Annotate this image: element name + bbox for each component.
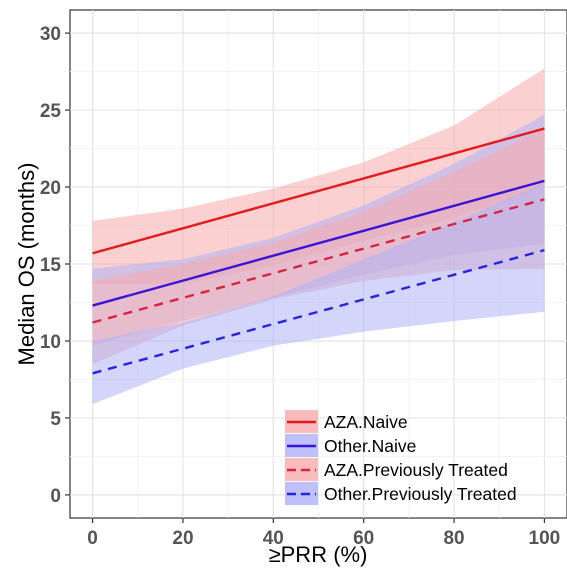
x-tick-label: 40 [263, 528, 284, 549]
y-axis: 0 5 10 15 20 25 30 [40, 24, 70, 507]
y-tick-label: 5 [50, 409, 61, 430]
x-tick-label: 80 [443, 528, 464, 549]
legend-label-3: Other.Previously Treated [324, 484, 517, 504]
confidence-band-2 [92, 128, 545, 365]
x-tick-label: 0 [87, 528, 98, 549]
y-tick-label: 30 [40, 24, 61, 45]
series-line-0 [92, 127, 545, 255]
series-line-2 [92, 198, 545, 324]
series-line-3 [92, 248, 545, 375]
y-tick-label: 0 [50, 486, 61, 507]
legend-label-2: AZA.Previously Treated [324, 460, 508, 480]
confidence-bands [92, 68, 545, 405]
y-tick-label: 20 [40, 178, 61, 199]
x-axis-title: ≥PRR (%) [269, 542, 368, 567]
confidence-band-0 [92, 68, 545, 285]
confidence-band-3 [92, 182, 545, 405]
x-tick-label: 20 [172, 528, 193, 549]
x-axis: 0 20 40 60 80 100 [87, 518, 560, 549]
x-tick-label: 60 [353, 528, 374, 549]
series-line-1 [92, 179, 545, 307]
y-tick-label: 10 [40, 332, 61, 353]
legend-label-0: AZA.Naive [324, 412, 408, 432]
legend: AZA.Naive Other.Naive AZA.Previously Treat… [285, 410, 517, 505]
y-tick-label: 25 [40, 101, 62, 122]
series-lines [92, 127, 545, 375]
legend-label-1: Other.Naive [324, 436, 416, 456]
y-tick-label: 15 [40, 255, 62, 276]
y-axis-title: Median OS (months) [14, 163, 39, 366]
x-tick-label: 100 [529, 528, 561, 549]
